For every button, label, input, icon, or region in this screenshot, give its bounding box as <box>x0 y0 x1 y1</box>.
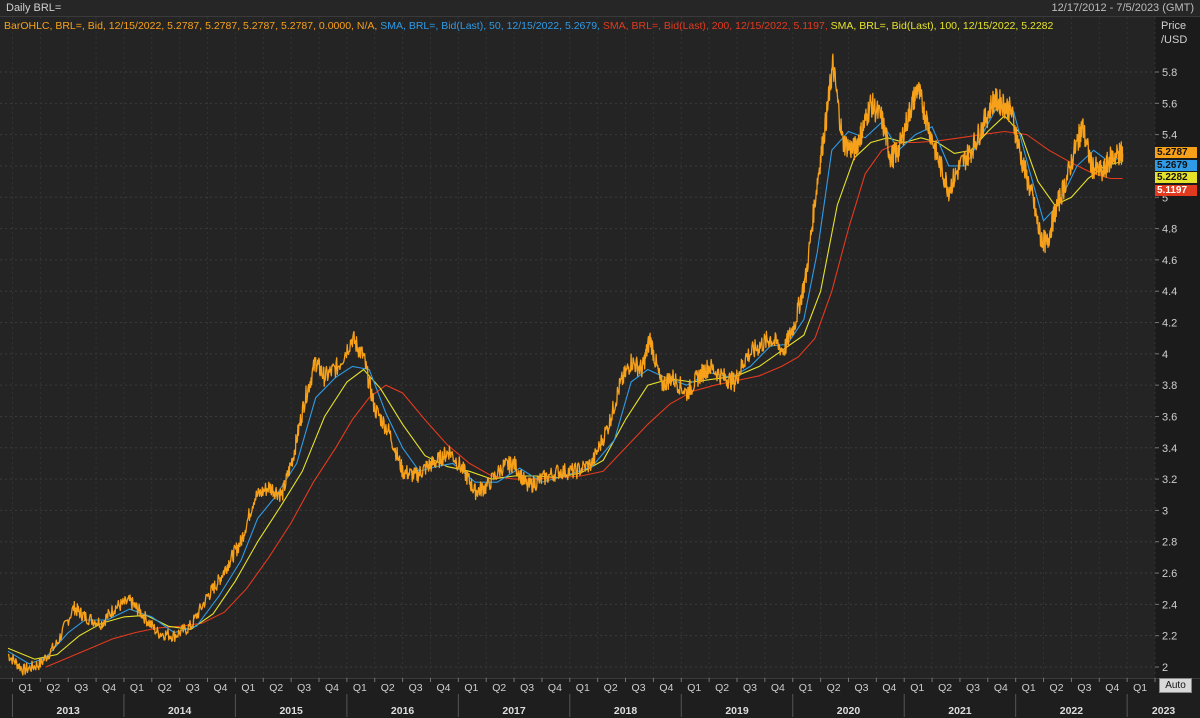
legend-sma-50: SMA, BRL=, Bid(Last), 50, 12/15/2022, 5.… <box>377 20 600 32</box>
quarter-label: Q1 <box>130 682 144 694</box>
quarter-label: Q2 <box>938 682 952 694</box>
quarter-label: Q4 <box>771 682 785 694</box>
year-label: 2013 <box>57 705 81 717</box>
quarter-label: Q3 <box>186 682 200 694</box>
quarter-label: Q2 <box>715 682 729 694</box>
quarter-label: Q2 <box>269 682 283 694</box>
grid-lines <box>0 17 1156 678</box>
quarter-label: Q3 <box>966 682 980 694</box>
legend-sma-100: SMA, BRL=, Bid(Last), 100, 12/15/2022, 5… <box>827 20 1054 32</box>
last-value-badge: 5.2679 <box>1155 160 1197 171</box>
quarter-label: Q1 <box>799 682 813 694</box>
y-axis-title: Price /USD <box>1161 19 1187 47</box>
year-label: 2014 <box>168 705 192 717</box>
quarter-label: Q1 <box>1133 682 1147 694</box>
series-layer <box>7 53 1124 676</box>
year-label: 2015 <box>279 705 303 717</box>
quarter-label: Q4 <box>994 682 1008 694</box>
date-range: 12/17/2012 - 7/5/2023 (GMT) <box>1051 2 1194 14</box>
year-label: 2020 <box>837 705 861 717</box>
y-axis-title-line-1: Price <box>1161 20 1187 32</box>
y-tick-label: 3 <box>1162 505 1168 517</box>
y-axis-ticks: 2 2.2 2.4 2.6 2.8 3 3.2 3.4 3.6 3.8 4 4.2 4.4 4.6 4.8 5… <box>1155 67 1177 674</box>
quarter-label: Q3 <box>854 682 868 694</box>
quarter-label: Q1 <box>576 682 590 694</box>
year-label: 2017 <box>502 705 526 717</box>
legend-price: BarOHLC, BRL=, Bid, 12/15/2022, 5.2787, … <box>4 20 378 32</box>
quarter-label: Q3 <box>743 682 757 694</box>
quarter-label: Q3 <box>520 682 534 694</box>
quarter-label: Q1 <box>241 682 255 694</box>
legend-sma-200: SMA, BRL=, Bid(Last), 200, 12/15/2022, 5… <box>600 20 828 32</box>
quarter-label: Q2 <box>381 682 395 694</box>
y-tick-label: 3.8 <box>1162 380 1177 392</box>
quarter-label: Q1 <box>687 682 701 694</box>
sma-50-line <box>7 102 1123 665</box>
quarter-label: Q4 <box>214 682 228 694</box>
chart-title: Daily BRL= <box>6 2 62 14</box>
quarter-label: Q3 <box>1077 682 1091 694</box>
quarter-label: Q2 <box>492 682 506 694</box>
quarter-label: Q3 <box>74 682 88 694</box>
quarter-label: Q4 <box>548 682 562 694</box>
y-tick-label: 3.6 <box>1162 411 1177 423</box>
quarter-label: Q1 <box>18 682 32 694</box>
y-tick-label: 2.4 <box>1162 599 1177 611</box>
y-tick-label: 4.8 <box>1162 224 1177 236</box>
chart-legend: BarOHLC, BRL=, Bid, 12/15/2022, 5.2787, … <box>4 20 1152 32</box>
auto-scale-button[interactable]: Auto <box>1159 678 1192 693</box>
x-axis-ticks: Q1 Q2 Q3 Q4 Q1 Q2 Q3 Q4 Q1 Q2 Q3 Q4 Q1 Q2 Q3 Q4 Q1 Q2 Q3 Q4… <box>11 678 1176 717</box>
y-tick-label: 4.6 <box>1162 255 1177 267</box>
y-tick-label: 4.4 <box>1162 286 1177 298</box>
quarter-label: Q1 <box>910 682 924 694</box>
last-value-badge: 5.2282 <box>1155 172 1197 183</box>
quarter-label: Q3 <box>632 682 646 694</box>
quarter-label: Q1 <box>464 682 478 694</box>
y-tick-label: 4.2 <box>1162 318 1177 330</box>
quarter-label: Q2 <box>46 682 60 694</box>
quarter-label: Q4 <box>102 682 116 694</box>
price-series-line <box>7 53 1124 676</box>
year-label: 2023 <box>1152 705 1176 717</box>
y-tick-label: 4 <box>1162 349 1168 361</box>
year-label: 2018 <box>614 705 638 717</box>
y-tick-label: 5.8 <box>1162 67 1177 79</box>
quarter-label: Q3 <box>297 682 311 694</box>
last-value-badge: 5.1197 <box>1155 185 1197 196</box>
y-tick-label: 3.2 <box>1162 474 1177 486</box>
quarter-label: Q1 <box>1022 682 1036 694</box>
quarter-label: Q3 <box>409 682 423 694</box>
quarter-label: Q2 <box>158 682 172 694</box>
year-label: 2016 <box>391 705 415 717</box>
y-tick-label: 2.6 <box>1162 568 1177 580</box>
y-tick-label: 2.2 <box>1162 631 1177 643</box>
y-tick-label: 5.6 <box>1162 98 1177 110</box>
quarter-label: Q2 <box>1050 682 1064 694</box>
y-tick-label: 2 <box>1162 662 1168 674</box>
quarter-label: Q4 <box>325 682 339 694</box>
quarter-label: Q1 <box>353 682 367 694</box>
quarter-label: Q4 <box>1105 682 1119 694</box>
quarter-label: Q2 <box>604 682 618 694</box>
y-tick-label: 5 <box>1162 192 1168 204</box>
x-axis-area <box>0 678 1200 718</box>
y-tick-label: 5.4 <box>1162 130 1177 142</box>
quarter-label: Q4 <box>436 682 450 694</box>
chart-header: Daily BRL= 12/17/2012 - 7/5/2023 (GMT) <box>0 0 1200 17</box>
quarter-label: Q2 <box>827 682 841 694</box>
year-label: 2019 <box>725 705 749 717</box>
y-tick-label: 2.8 <box>1162 537 1177 549</box>
plot-area[interactable] <box>0 17 1155 678</box>
y-tick-label: 3.4 <box>1162 443 1177 455</box>
last-value-badge: 5.2787 <box>1155 147 1197 158</box>
year-label: 2021 <box>948 705 972 717</box>
quarter-label: Q4 <box>882 682 896 694</box>
quarter-label: Q4 <box>659 682 673 694</box>
sma-200-line <box>45 130 1123 668</box>
y-axis-title-line-2: /USD <box>1161 34 1188 46</box>
year-label: 2022 <box>1060 705 1084 717</box>
